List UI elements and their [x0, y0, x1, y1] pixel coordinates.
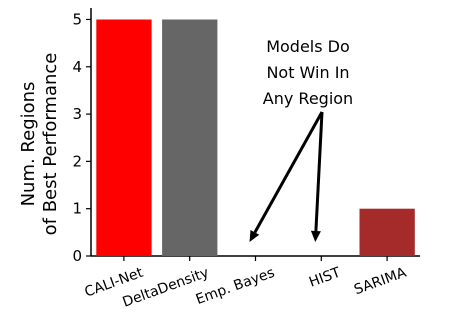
annotation-arrow-line: [314, 111, 324, 232]
y-axis-title-line2: of Best Performance: [40, 53, 61, 236]
y-tick-label: 0: [72, 247, 82, 265]
x-tick-label: SARIMA: [352, 265, 409, 299]
annotation-line-3: Any Region: [263, 89, 353, 108]
y-ticks: 0 1 2 3 4 5: [72, 10, 91, 265]
y-tick-label: 1: [72, 200, 82, 218]
annotation-line-2: Not Win In: [266, 63, 349, 82]
y-tick-label: 2: [72, 152, 82, 170]
annotation-arrow-head: [249, 230, 260, 242]
bar-sarima: [359, 208, 415, 256]
annotation: Models Do Not Win In Any Region: [249, 37, 353, 242]
annotation-arrow-head: [310, 230, 321, 242]
y-tick-label: 3: [72, 105, 82, 123]
annotation-line-1: Models Do: [266, 37, 350, 56]
bar-cali-net: [96, 19, 152, 256]
y-tick-label: 5: [72, 10, 82, 28]
x-tick-label: HIST: [307, 265, 343, 291]
bar-deltadensity: [162, 19, 218, 256]
y-axis-title-line1: Num. Regions: [18, 82, 39, 207]
y-tick-label: 4: [72, 58, 82, 76]
annotation-arrow-line: [253, 111, 324, 234]
bars: [96, 19, 415, 256]
